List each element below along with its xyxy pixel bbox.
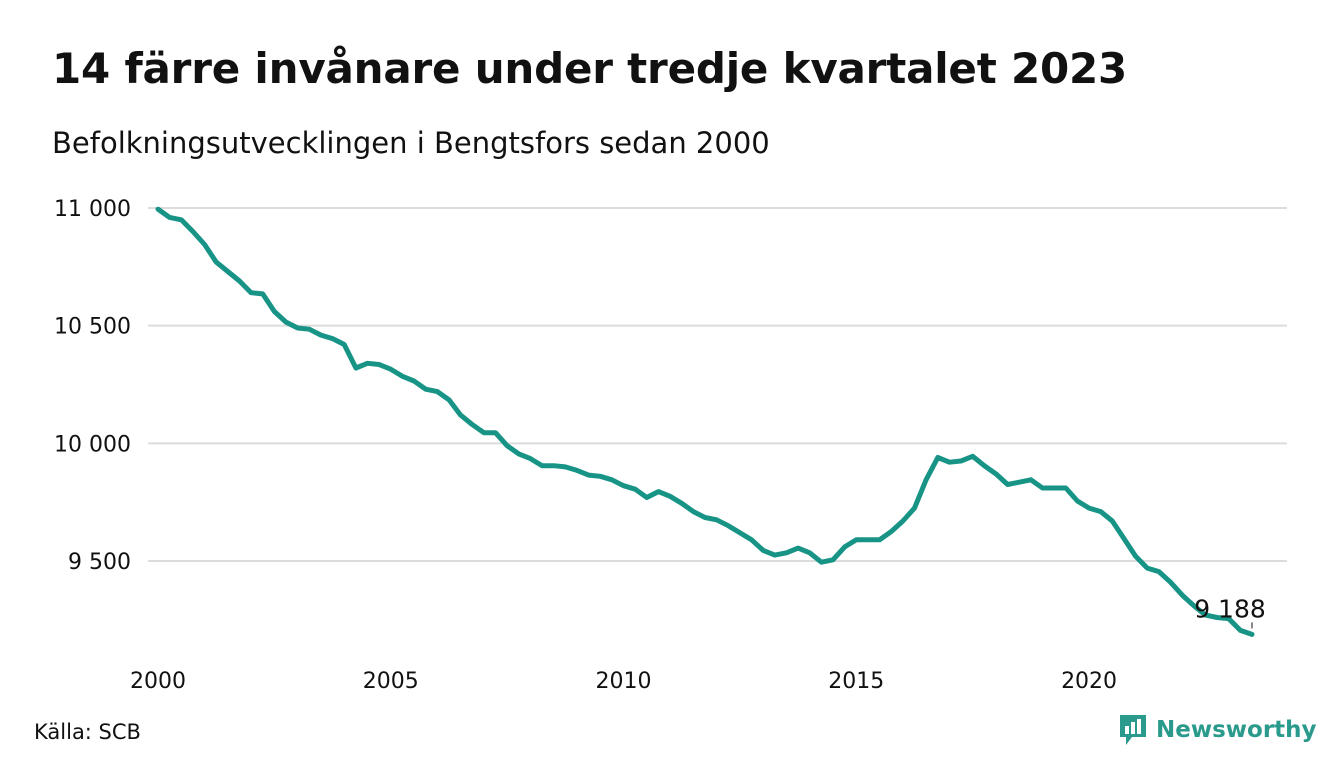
- y-tick-label: 11 000: [54, 197, 131, 222]
- brand-name: Newsworthy: [1156, 717, 1317, 743]
- x-tick-label: 2015: [828, 669, 884, 694]
- chart-title: 14 färre invånare under tredje kvartalet…: [52, 44, 1128, 93]
- x-tick-label: 2010: [596, 669, 652, 694]
- population-series-line: [155, 206, 1255, 637]
- chart-subtitle: Befolkningsutvecklingen i Bengtsfors sed…: [52, 126, 770, 160]
- end-value-label: 9 188: [1194, 594, 1266, 623]
- x-tick-label: 2000: [130, 669, 186, 694]
- gridlines: [148, 207, 1287, 562]
- brand-logo: Newsworthy: [1118, 713, 1317, 747]
- y-axis-ticks: 11 000 10 500 10 000 9 500: [54, 197, 131, 575]
- x-tick-label: 2020: [1061, 669, 1117, 694]
- y-tick-label: 10 500: [54, 315, 131, 340]
- y-tick-label: 10 000: [54, 432, 131, 457]
- x-axis-ticks: 2000 2005 2010 2015 2020: [130, 669, 1117, 694]
- y-tick-label: 9 500: [68, 550, 131, 575]
- line-chart: 11 000 10 500 10 000 9 500 2000 2005 2010 2015…: [54, 197, 1287, 694]
- newsworthy-logo-icon: [1120, 715, 1146, 745]
- x-tick-label: 2005: [363, 669, 419, 694]
- source-label: Källa: SCB: [34, 720, 141, 744]
